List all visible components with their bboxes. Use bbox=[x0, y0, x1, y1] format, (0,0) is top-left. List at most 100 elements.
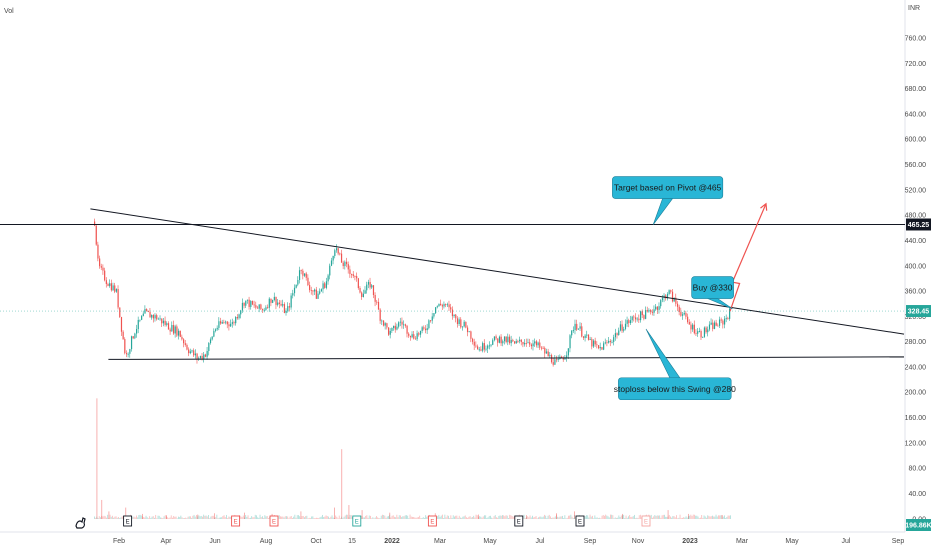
stoploss-callout-box[interactable] bbox=[618, 377, 732, 401]
earnings-marker-label: E bbox=[578, 520, 582, 526]
volume-bar bbox=[397, 517, 399, 519]
time-tick-label: May bbox=[483, 538, 497, 545]
price-tag-label: 196.86K bbox=[905, 523, 931, 530]
time-tick-label: Sep bbox=[892, 538, 905, 545]
volume-bar bbox=[686, 517, 688, 519]
candle-body bbox=[154, 315, 156, 319]
volume-bar bbox=[102, 516, 104, 519]
earnings-marker[interactable]: E bbox=[427, 515, 437, 527]
candle-body bbox=[193, 350, 195, 356]
volume-bar bbox=[400, 515, 401, 519]
time-tick-label: Jun bbox=[209, 538, 220, 545]
earnings-marker[interactable]: E bbox=[123, 515, 133, 527]
candle-body bbox=[631, 316, 633, 321]
time-tick-label: Mar bbox=[434, 538, 447, 545]
candle-body bbox=[418, 333, 420, 335]
volume-bar bbox=[703, 515, 705, 519]
price-tick-label: 640.00 bbox=[905, 111, 927, 118]
drawing-lines[interactable] bbox=[0, 202, 905, 360]
volume-bar bbox=[228, 516, 230, 519]
candle-body bbox=[424, 328, 427, 331]
candle-body bbox=[265, 307, 267, 310]
candle-body bbox=[683, 312, 685, 315]
volume-bar bbox=[565, 518, 567, 519]
time-axis[interactable]: Feb Apr Jun Aug Oct 15 2022 Mar May Jul Sep Nov 2023… bbox=[113, 538, 904, 545]
volume-bar bbox=[504, 516, 506, 519]
earnings-marker-icon bbox=[575, 515, 585, 527]
volume-bar bbox=[388, 516, 389, 519]
buy-callout[interactable]: Buy @330 bbox=[691, 276, 734, 310]
candle-body bbox=[497, 338, 499, 343]
candle-body bbox=[428, 320, 430, 329]
volume-bar bbox=[626, 517, 628, 519]
volume-bar bbox=[109, 514, 111, 519]
volume-bar bbox=[282, 516, 284, 519]
candle-body bbox=[561, 356, 563, 359]
candle-body bbox=[596, 344, 598, 346]
volume-bar bbox=[462, 516, 464, 519]
candle-body bbox=[372, 285, 375, 295]
earnings-marker[interactable]: E bbox=[575, 515, 585, 527]
candle-body bbox=[342, 262, 344, 267]
candle-body bbox=[199, 355, 202, 359]
earnings-marker[interactable]: E bbox=[514, 515, 524, 527]
price-tick-label: 480.00 bbox=[905, 213, 927, 220]
candle-body bbox=[640, 311, 642, 321]
candle-body bbox=[357, 278, 359, 288]
stoploss-callout[interactable]: stoploss below this Swing @280 bbox=[614, 328, 736, 401]
volume-bar bbox=[696, 515, 698, 519]
candle-body bbox=[450, 307, 452, 310]
tradingview-logo[interactable] bbox=[75, 517, 86, 529]
target-projection-arrow[interactable] bbox=[729, 203, 767, 312]
volume-bar bbox=[350, 515, 352, 519]
volume-bar bbox=[628, 516, 629, 519]
volume-bar bbox=[288, 518, 290, 519]
candle-body bbox=[364, 290, 366, 294]
volume-bar bbox=[623, 514, 625, 519]
target-callout[interactable]: Target based on Pivot @465 bbox=[612, 176, 724, 225]
volume-bar bbox=[300, 511, 302, 519]
volume-bar bbox=[348, 505, 350, 519]
volume-bar bbox=[241, 517, 243, 519]
volume-bar bbox=[502, 515, 503, 519]
candle-body bbox=[685, 312, 687, 317]
volume-bar bbox=[481, 517, 483, 519]
price-axis[interactable]: 760.00 720.00 680.00 640.00 600.00 560.00 520.… bbox=[905, 36, 932, 532]
candle-body bbox=[705, 327, 707, 333]
candle-body bbox=[359, 287, 361, 293]
candle-body bbox=[490, 344, 492, 346]
candle-body bbox=[431, 316, 433, 321]
volume-bar bbox=[103, 515, 105, 519]
target-callout-box[interactable] bbox=[612, 176, 724, 199]
descending-resistance-line[interactable] bbox=[90, 208, 905, 335]
candle-body bbox=[240, 310, 242, 315]
volume-bar bbox=[134, 517, 136, 519]
volume-bar bbox=[460, 517, 461, 519]
candle-body bbox=[458, 319, 460, 325]
candle-body bbox=[290, 295, 292, 308]
price-tick-label: 320.00 bbox=[905, 314, 927, 321]
candle-body bbox=[448, 304, 450, 308]
buy-callout-box[interactable] bbox=[691, 276, 734, 299]
candle-body bbox=[216, 327, 218, 330]
candle-body bbox=[619, 324, 622, 331]
volume-bar bbox=[97, 518, 99, 519]
candle-body bbox=[132, 336, 134, 339]
price-tick-label: 240.00 bbox=[905, 365, 927, 372]
volume-bar bbox=[475, 514, 477, 519]
volume-bar bbox=[614, 517, 616, 519]
annotations[interactable]: Target based on Pivot @465 Buy @330 stoplo… bbox=[612, 176, 736, 401]
volume-bar bbox=[256, 515, 257, 519]
volume-bar bbox=[191, 517, 193, 519]
horizontal-support-line[interactable] bbox=[108, 356, 905, 360]
earnings-marker[interactable]: E bbox=[231, 515, 241, 527]
earnings-marker[interactable]: E bbox=[269, 515, 279, 527]
volume-bar bbox=[479, 516, 481, 519]
volume-bar bbox=[136, 515, 137, 519]
time-tick-label: Jul bbox=[536, 538, 545, 545]
tradingview-logo-icon bbox=[75, 517, 86, 529]
earnings-marker[interactable]: E bbox=[352, 515, 362, 527]
earnings-marker[interactable]: E bbox=[641, 515, 651, 527]
